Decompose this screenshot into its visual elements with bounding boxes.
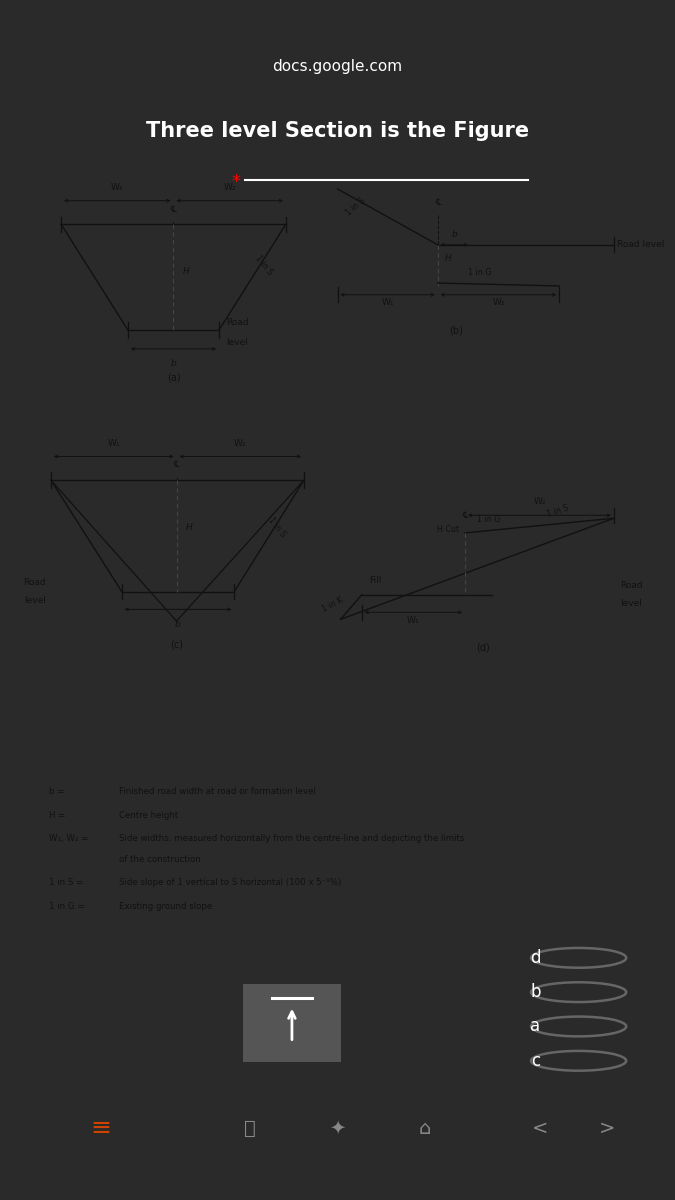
- Text: W₁: W₁: [407, 616, 420, 625]
- Text: *: *: [232, 173, 240, 191]
- Text: W₂: W₂: [533, 497, 546, 505]
- Text: 1 in S: 1 in S: [253, 253, 274, 277]
- Text: W₂: W₂: [223, 182, 236, 192]
- Text: ⬜: ⬜: [244, 1118, 256, 1138]
- Text: ⌂: ⌂: [419, 1118, 431, 1138]
- Text: level: level: [24, 595, 46, 605]
- Text: ≡: ≡: [90, 1116, 112, 1140]
- Text: Road: Road: [23, 578, 46, 587]
- Text: ✦: ✦: [329, 1118, 346, 1138]
- FancyBboxPatch shape: [236, 978, 348, 1068]
- Text: H: H: [445, 254, 452, 263]
- Text: 1 in S: 1 in S: [545, 503, 570, 518]
- Text: W₂: W₂: [234, 439, 246, 448]
- Text: level: level: [226, 337, 248, 347]
- Text: b =: b =: [49, 787, 68, 797]
- Text: 1 in G: 1 in G: [477, 515, 501, 524]
- Text: Existing ground slope: Existing ground slope: [119, 901, 212, 911]
- Text: d: d: [530, 949, 541, 967]
- Text: H: H: [186, 523, 192, 532]
- Text: (d): (d): [477, 643, 490, 653]
- Text: (c): (c): [170, 640, 183, 650]
- Text: Three level Section is the Figure: Three level Section is the Figure: [146, 121, 529, 142]
- Text: Road: Road: [620, 581, 643, 590]
- Text: W₁: W₁: [107, 439, 120, 448]
- Text: ℄: ℄: [171, 205, 176, 214]
- Text: >: >: [599, 1118, 616, 1138]
- Text: W₂: W₂: [492, 299, 505, 307]
- Text: (b): (b): [449, 325, 463, 335]
- Text: Road: Road: [226, 318, 249, 328]
- Text: level: level: [620, 599, 642, 607]
- Text: of the construction: of the construction: [119, 854, 200, 864]
- Text: H =: H =: [49, 811, 68, 820]
- Text: b: b: [171, 360, 176, 368]
- Text: Centre height: Centre height: [119, 811, 178, 820]
- Text: 1 in G =: 1 in G =: [49, 901, 87, 911]
- Text: ℄: ℄: [173, 461, 180, 469]
- Text: b: b: [530, 983, 541, 1001]
- Text: c: c: [531, 1051, 541, 1070]
- Text: 1 in S =: 1 in S =: [49, 878, 86, 887]
- Text: W₁, W₂ =: W₁, W₂ =: [49, 834, 91, 844]
- Text: Finished road width at road or formation level: Finished road width at road or formation…: [119, 787, 316, 797]
- Text: Side slope of 1 vertical to S horizontal (100 x 5⁻¹%): Side slope of 1 vertical to S horizontal…: [119, 878, 341, 887]
- Text: b: b: [452, 230, 458, 239]
- Text: Side widths, measured horizontally from the centre-line and depicting the limits: Side widths, measured horizontally from …: [119, 834, 464, 844]
- Text: <: <: [532, 1118, 548, 1138]
- Text: H: H: [182, 266, 189, 276]
- Text: 1 in S: 1 in S: [266, 516, 287, 539]
- Text: a: a: [531, 1018, 541, 1036]
- Text: 1 in S: 1 in S: [345, 196, 367, 217]
- Text: (a): (a): [167, 372, 180, 383]
- Text: ℄: ℄: [462, 511, 468, 520]
- Text: H Cut: H Cut: [437, 526, 459, 534]
- Text: Road level: Road level: [617, 240, 664, 250]
- Text: 1 in G: 1 in G: [468, 268, 491, 277]
- Text: docs.google.com: docs.google.com: [273, 59, 402, 73]
- Text: W₁: W₁: [381, 299, 394, 307]
- Text: 1 in K: 1 in K: [321, 595, 345, 613]
- Text: ℄: ℄: [435, 198, 441, 206]
- Text: Fill: Fill: [369, 576, 381, 586]
- Text: W₁: W₁: [111, 182, 124, 192]
- Text: b: b: [175, 620, 181, 629]
